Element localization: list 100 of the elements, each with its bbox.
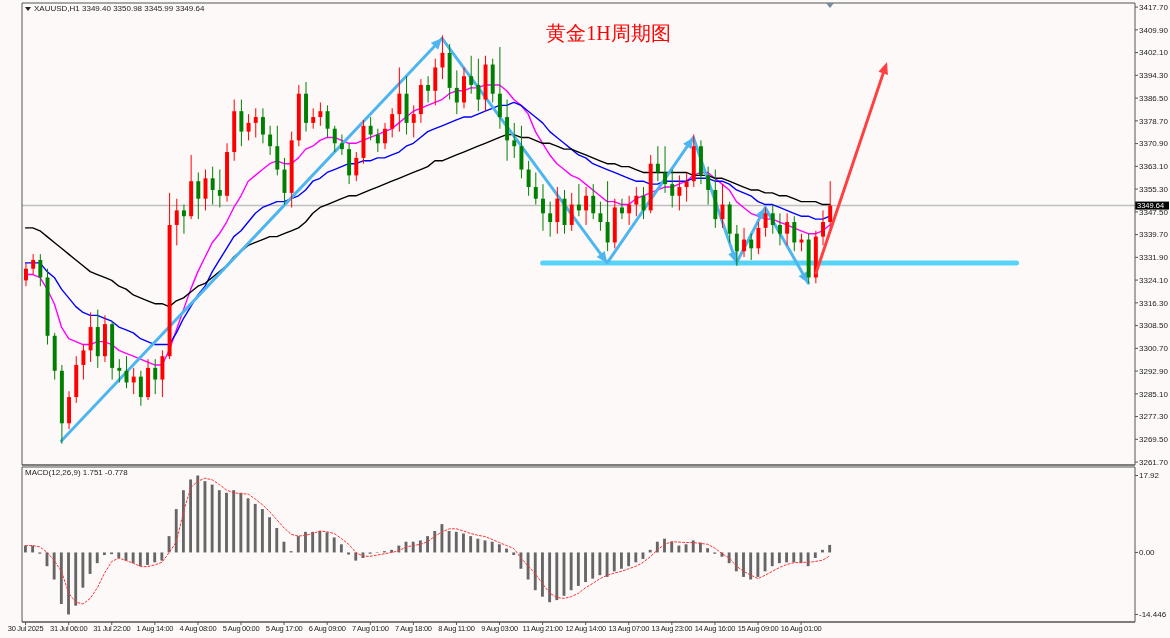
candlestick [584,186,589,226]
candlestick [756,221,761,255]
bar [490,541,494,553]
candlestick [777,212,782,246]
y-tick-label: 3378.70 [1139,116,1169,126]
bar [210,484,214,553]
bar [24,545,27,553]
candlestick [375,128,380,153]
candlestick [440,34,445,80]
bar [311,531,315,553]
bar [347,552,350,555]
candlestick [569,192,574,232]
bar [52,552,56,580]
candlestick [792,215,797,252]
candlestick [497,46,502,130]
candlestick [311,107,316,130]
y-tick-label: 3308.50 [1139,321,1169,331]
y-tick-label: 3363.10 [1139,162,1169,172]
bar [634,552,638,563]
candlestick [31,253,36,276]
bar [225,492,228,553]
bar [318,530,322,553]
candlestick [670,169,675,208]
candlestick [217,169,222,208]
candlestick [785,212,790,246]
bar [160,552,164,561]
bar [253,503,257,553]
candlestick [454,69,459,115]
bar [196,475,200,553]
candlestick [548,201,553,238]
y-tick-label: 3386.50 [1139,93,1169,103]
bar [770,552,774,567]
text: 黄金1H周期图 [545,21,672,45]
bar [627,552,631,567]
bar [512,552,516,556]
bar [260,509,264,553]
candlestick [390,107,395,138]
bar [59,552,63,604]
bar [677,545,681,553]
candlestick [339,134,344,156]
candlestick [519,125,524,179]
candlestick [117,358,122,383]
candlestick [268,125,273,156]
bar [806,552,810,567]
bar [304,531,307,553]
candlestick [526,160,531,197]
bar [519,552,523,569]
bar [275,527,279,553]
bar [189,479,193,553]
candlestick [734,224,739,267]
candlestick [260,107,265,144]
bar [131,552,135,564]
candlestick [253,107,258,138]
bar [691,540,695,553]
bar [332,537,336,553]
candlestick [411,104,416,138]
candlestick [138,370,143,407]
y-tick-label: 3402.10 [1139,48,1169,58]
candlestick [821,209,825,246]
candlestick [426,75,431,103]
bar [138,552,142,567]
bar [339,544,343,553]
line-series [25,477,831,605]
bar [181,490,185,553]
candlestick [354,151,359,182]
bar [828,544,832,553]
candlestick [619,198,624,220]
candlestick [332,125,337,153]
bar [74,552,78,606]
bar [541,552,544,597]
bar [598,552,602,576]
bar [533,552,537,591]
candlestick [591,183,596,220]
bar [146,552,149,565]
bar [792,552,796,563]
y-tick-label: 3285.10 [1139,389,1169,399]
candlestick [684,171,689,203]
y-tick-label: 3355.30 [1139,184,1169,194]
bar [426,536,429,553]
bar [454,531,458,553]
bar [268,517,272,553]
bar [555,552,559,601]
bar [418,540,422,553]
candlestick [383,122,387,150]
y-tick-label: 3370.90 [1139,139,1169,149]
bar [497,544,501,553]
y-tick-label: 3339.70 [1139,230,1169,240]
y-tick-label: 3277.30 [1139,412,1169,422]
candlestick [605,180,610,252]
bar [433,530,437,553]
bar [462,533,465,553]
candlestick [706,166,711,206]
candlestick [174,198,179,246]
bar [81,552,85,588]
candlestick [275,125,280,176]
candlestick [555,186,560,235]
candlestick [181,204,186,235]
bar [153,552,157,563]
bar [447,530,451,553]
y-tick-label: 3292.90 [1139,366,1169,376]
